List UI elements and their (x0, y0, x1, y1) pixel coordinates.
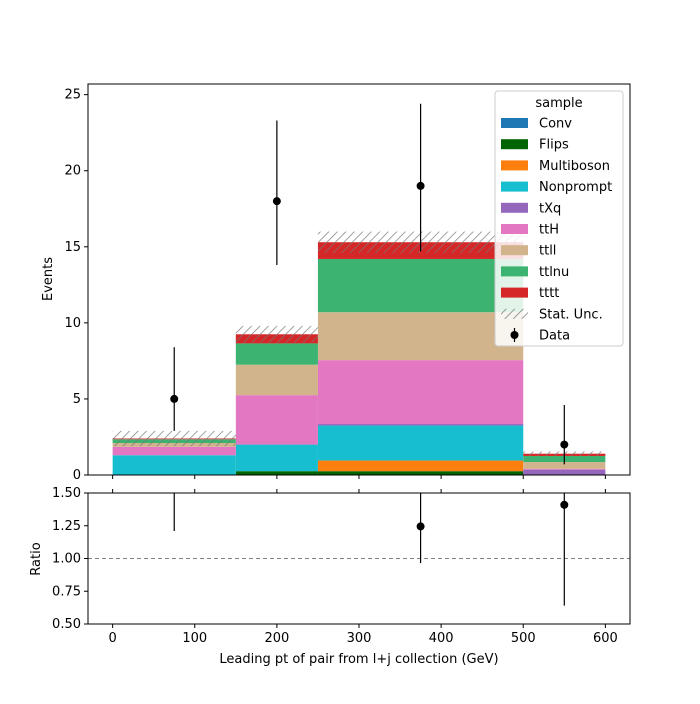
legend-label-tttt: tttt (539, 286, 559, 301)
bar-flips-bin-2 (317, 471, 524, 475)
bar-ttll-bin-1 (235, 364, 318, 396)
legend-swatch-ttll (501, 245, 528, 256)
legend-swatch-ttlnu (501, 266, 528, 277)
bar-flips-bin-1 (235, 471, 318, 475)
ratio-xtick-label-5: 500 (511, 631, 536, 646)
ratio-ytick-label-1: 0.75 (52, 584, 81, 599)
ratio-xtick-label-6: 600 (593, 631, 618, 646)
ratio-xtick-label-3: 300 (347, 631, 372, 646)
legend-marker-data (510, 331, 519, 339)
legend-label-tth: ttH (539, 223, 559, 238)
bar-ttlnu-bin-2 (317, 258, 524, 313)
ratio-xtick-label-1: 100 (182, 631, 207, 646)
data-point-1 (272, 197, 281, 206)
legend-swatch-nonprompt (501, 181, 528, 192)
legend-swatch-tttt (501, 287, 528, 298)
bar-tth-bin-2 (317, 360, 524, 425)
legend-label-nonprompt: Nonprompt (539, 180, 612, 195)
ratio-xtick-label-2: 200 (264, 631, 289, 646)
legend-swatch-multiboson (501, 160, 528, 171)
ratio-point-3 (560, 500, 569, 509)
bar-tth-bin-3 (523, 468, 606, 470)
legend-label-stat-unc: Stat. Unc. (539, 307, 603, 322)
ratio-plot-frame (87, 492, 631, 625)
ratio-point-2 (416, 522, 425, 531)
data-point-0 (170, 394, 179, 403)
ratio-ytick-label-2: 1.00 (52, 552, 81, 567)
data-point-3 (560, 440, 569, 449)
bar-nonprompt-bin-1 (235, 444, 318, 472)
bar-ttll-bin-2 (317, 312, 524, 361)
bar-txq-bin-2 (317, 424, 524, 426)
main-ytick-label-2: 10 (64, 316, 81, 331)
legend-label-ttll: ttll (539, 244, 556, 259)
bar-txq-bin-3 (523, 469, 606, 475)
ratio-xlabel: Leading pt of pair from l+j collection (… (219, 652, 498, 667)
main-ytick-label-3: 15 (64, 240, 81, 255)
bar-nonprompt-bin-0 (112, 455, 236, 475)
legend-title: sample (535, 96, 582, 111)
legend-box (494, 90, 624, 347)
legend-swatch-tth (501, 224, 528, 234)
main-ytick-label-0: 0 (73, 468, 81, 483)
bar-ttll-bin-3 (523, 462, 606, 469)
legend-label-multiboson: Multiboson (539, 159, 610, 174)
ratio-plot: 0.50 0.75 1.00 1.25 1.50 0 100 200 300 400 500 600… (29, 486, 631, 667)
legend-swatch-flips (501, 139, 528, 150)
legend-swatch-stat-unc (501, 308, 528, 319)
main-ytick-label-1: 5 (73, 392, 81, 407)
legend-label-flips: Flips (539, 138, 569, 153)
legend-label-conv: Conv (539, 117, 572, 132)
legend-label-txq: tXq (539, 201, 561, 216)
legend-label-data: Data (539, 329, 570, 344)
stat-unc-bin-1 (235, 325, 318, 343)
legend: sample Conv Flips Multiboson Nonprompt tXq ttH… (494, 90, 624, 347)
bar-multiboson-bin-2 (317, 460, 524, 472)
ratio-ytick-label-3: 1.25 (52, 519, 81, 534)
legend-swatch-txq (501, 202, 528, 213)
main-ytick-label-5: 25 (64, 88, 81, 103)
main-ylabel: Events (41, 257, 56, 301)
bar-tth-bin-1 (235, 395, 318, 445)
ratio-xtick-label-0: 0 (108, 631, 116, 646)
ratio-xtick-label-4: 400 (429, 631, 454, 646)
data-point-2 (416, 181, 425, 190)
bar-tth-bin-0 (112, 446, 236, 456)
bar-ttlnu-bin-1 (235, 343, 318, 365)
legend-label-ttlnu: ttlnu (539, 265, 569, 280)
ratio-ytick-label-4: 1.50 (52, 486, 81, 501)
legend-swatch-conv (501, 118, 528, 128)
ratio-ylabel: Ratio (29, 542, 44, 575)
stat-unc-bin-0 (112, 430, 236, 447)
bar-nonprompt-bin-2 (317, 425, 524, 461)
main-plot: 0 5 10 15 20 25 Events (41, 83, 631, 493)
ratio-ytick-label-0: 0.50 (52, 617, 81, 632)
main-ytick-label-4: 20 (64, 164, 81, 179)
